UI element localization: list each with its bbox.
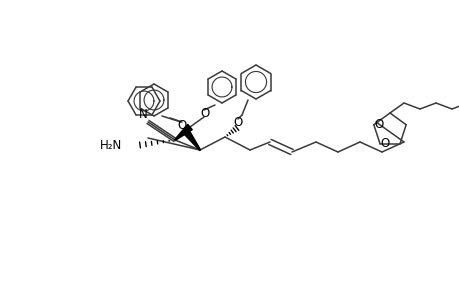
Text: O: O — [373, 118, 383, 131]
Text: H₂N: H₂N — [100, 139, 122, 152]
Text: O: O — [233, 116, 242, 128]
Text: O: O — [380, 137, 389, 150]
Polygon shape — [182, 128, 200, 150]
Text: N: N — [138, 107, 147, 121]
Text: O: O — [177, 118, 186, 131]
Polygon shape — [174, 124, 192, 140]
Text: O: O — [200, 106, 209, 119]
